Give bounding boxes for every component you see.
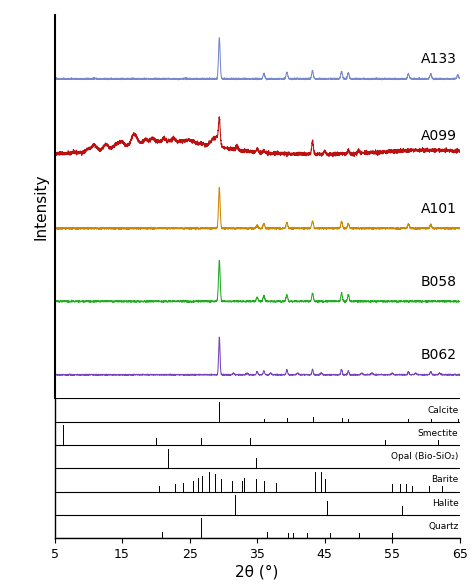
Text: Barite: Barite [431,475,458,485]
Text: A101: A101 [420,202,456,216]
Text: B062: B062 [420,349,456,362]
Text: Quartz: Quartz [428,522,458,531]
Text: Halite: Halite [432,499,458,507]
Text: A099: A099 [420,129,456,143]
X-axis label: 2θ (°): 2θ (°) [236,565,279,580]
Text: Smectite: Smectite [418,429,458,438]
Text: Calcite: Calcite [427,406,458,415]
Text: B058: B058 [420,275,456,289]
Text: Opal (Bio-SiO₂): Opal (Bio-SiO₂) [391,452,458,461]
Y-axis label: Intensity: Intensity [34,173,49,240]
Text: A133: A133 [420,52,456,66]
